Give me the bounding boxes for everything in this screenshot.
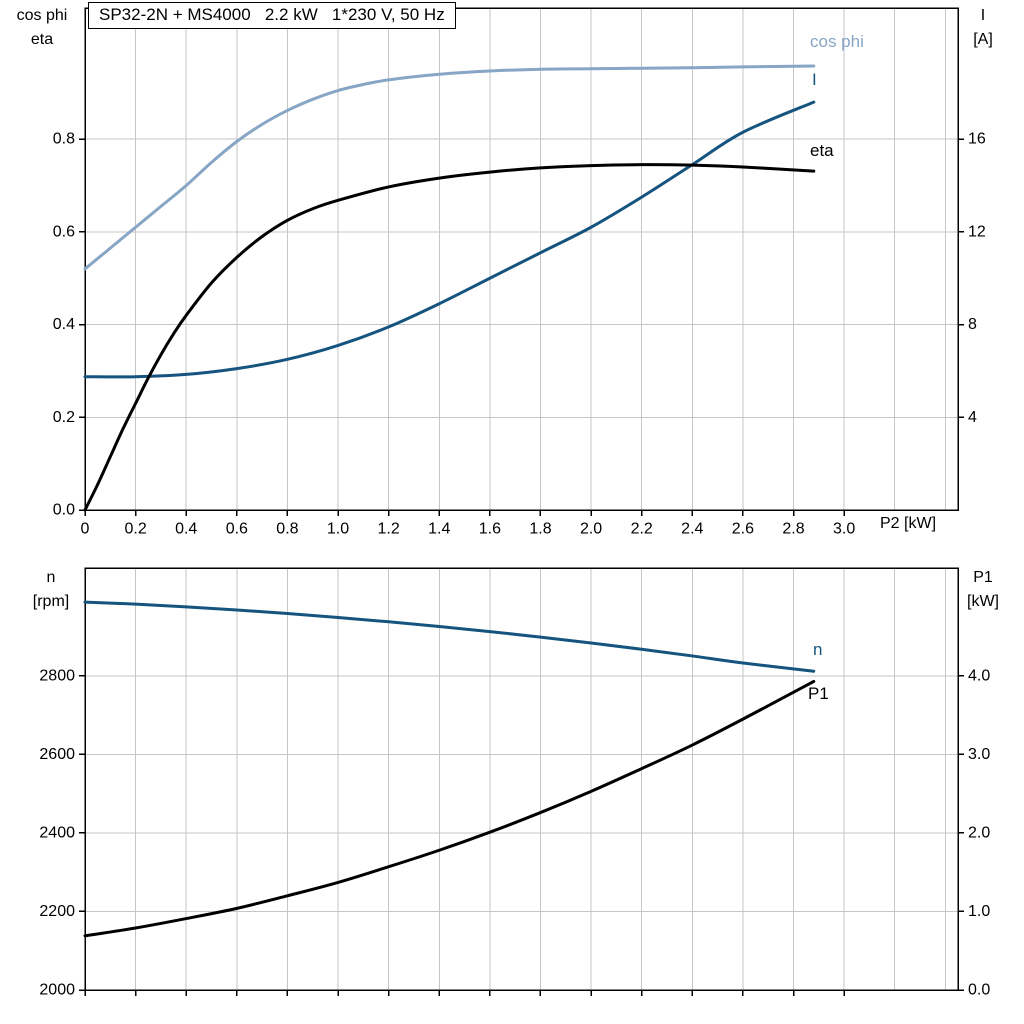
- speed-unit-label: [rpm]: [32, 593, 70, 610]
- bottom-right-axis-title: P1 [kW]: [950, 566, 1016, 614]
- svg-text:2200: 2200: [39, 903, 75, 920]
- svg-text:12: 12: [968, 223, 986, 240]
- speed-axis-label: n: [46, 569, 56, 586]
- svg-text:2400: 2400: [39, 824, 75, 841]
- svg-text:0.6: 0.6: [226, 520, 248, 537]
- svg-text:4: 4: [968, 409, 977, 426]
- p1-unit-label: [kW]: [967, 593, 999, 610]
- svg-text:1.6: 1.6: [479, 520, 501, 537]
- svg-text:3.0: 3.0: [833, 520, 855, 537]
- svg-text:0.8: 0.8: [276, 520, 298, 537]
- bottom-chart-plot: 2000 2200 2400 2600 2800 0.0 1.0 2.0 3.0 4.0: [39, 567, 990, 999]
- top-left-axis-title: cos phi eta: [6, 4, 78, 52]
- svg-text:0.2: 0.2: [53, 409, 75, 426]
- eta-curve-label: eta: [810, 141, 834, 160]
- svg-text:2800: 2800: [39, 667, 75, 684]
- bottom-left-axis-title: n [rpm]: [16, 566, 86, 614]
- x-axis-label: P2 [kW]: [880, 515, 937, 532]
- svg-text:1.8: 1.8: [529, 520, 551, 537]
- svg-text:1.0: 1.0: [327, 520, 349, 537]
- svg-text:0.0: 0.0: [53, 502, 75, 519]
- svg-text:2.2: 2.2: [631, 520, 653, 537]
- svg-text:2.8: 2.8: [782, 520, 804, 537]
- top-right-axis-title: I [A]: [950, 4, 1016, 52]
- p1-curve-label: P1: [808, 684, 829, 703]
- svg-text:0.0: 0.0: [968, 982, 990, 999]
- top-chart-plot: 0 0.2 0.4 0.6 0.8 1.0 1.2 1.4 1.6 1.8 2.0 2.2 2.4 2.6…: [53, 7, 986, 537]
- current-curve-label: I: [812, 70, 817, 89]
- svg-text:2000: 2000: [39, 982, 75, 999]
- svg-text:0.6: 0.6: [53, 223, 75, 240]
- svg-text:0.2: 0.2: [124, 520, 146, 537]
- svg-text:1.0: 1.0: [968, 903, 990, 920]
- cos-phi-curve-label: cos phi: [810, 32, 864, 51]
- svg-text:1.4: 1.4: [428, 520, 450, 537]
- eta-axis-label: eta: [30, 31, 54, 48]
- current-axis-label: I: [980, 7, 986, 24]
- svg-text:2600: 2600: [39, 746, 75, 763]
- chart-title: SP32-2N + MS4000 2.2 kW 1*230 V, 50 Hz: [88, 2, 456, 29]
- svg-text:2.0: 2.0: [968, 824, 990, 841]
- svg-text:2.4: 2.4: [681, 520, 703, 537]
- svg-text:16: 16: [968, 131, 986, 148]
- svg-text:2.0: 2.0: [580, 520, 602, 537]
- svg-text:4.0: 4.0: [968, 667, 990, 684]
- svg-text:0.4: 0.4: [175, 520, 197, 537]
- speed-curve-label: n: [813, 640, 823, 659]
- svg-text:2.6: 2.6: [732, 520, 754, 537]
- svg-text:0: 0: [81, 520, 90, 537]
- svg-text:0.8: 0.8: [53, 131, 75, 148]
- svg-text:8: 8: [968, 316, 977, 333]
- svg-text:3.0: 3.0: [968, 746, 990, 763]
- cos-phi-axis-label: cos phi: [16, 7, 68, 24]
- svg-text:1.2: 1.2: [378, 520, 400, 537]
- current-unit-label: [A]: [973, 31, 993, 48]
- p1-axis-label: P1: [973, 569, 993, 586]
- svg-text:0.4: 0.4: [53, 316, 75, 333]
